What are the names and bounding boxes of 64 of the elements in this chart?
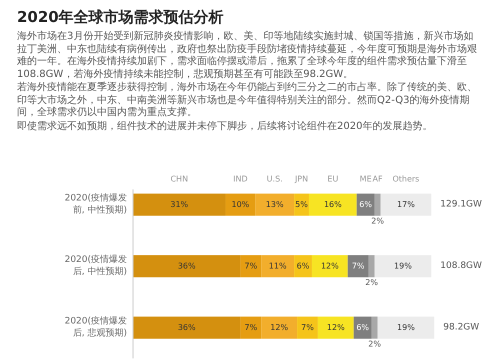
bar [261,255,294,278]
data-label: 19% [394,262,412,271]
bar [297,316,318,339]
bar [372,316,378,339]
data-label: 36% [178,323,196,332]
series-label: Others [392,174,420,184]
y-tick-label: 2020(疫情爆发前, 中性预期) [64,192,128,216]
text: 98.2GW [443,322,480,333]
series-label: JPN [294,174,308,184]
series-label: CHN [170,174,188,184]
bar [378,316,434,339]
text: 108.8GW [440,261,482,272]
y-tick-label: 2020(疫情爆发后, 悲观预期) [64,316,128,339]
bar [240,255,262,278]
bar [225,194,256,216]
data-label: 16% [324,200,342,210]
data-label: 10% [232,200,250,210]
y-tick-label: 2020(疫情爆发后, 中性预期) [64,254,128,278]
bar [240,316,262,339]
bar [368,255,375,278]
text: 海外市场在3月份开始受到新冠肺炎疫情影响，欧、美、印等地陆续实施封城、锁国等措施，新兴市场如拉丁美洲、中东也陆续有病例传出，政府也祭出防疫手段防堵疫情持续蔓延，今年度可预期是海外市场艰难的一年。在海外疫情持续加剧下，需求面临停摆或滞后，拖累了全球今年度的组件需求预估量下滑至108.8GW，若海外疫情持续未能控制，悲观预期甚至有可能跌至98.2GW。 [17,31,478,82]
bar [308,194,357,216]
text: 即使需求远不如预期，组件技术的进展并未停下脚步，后续将讨论组件在2020年的发展趋势。 [17,120,434,134]
series-label: ME [360,174,372,184]
text: 若海外疫情能在夏季逐步获得控制，海外市场在今年仍能占到约三分之二的市占率。除了传统的美、欧、印等大市场之外，中东、中南美洲等新兴市场也是今年值得特别关注的部分。然而Q2-Q3的海外疫情期间，全球需求仍以中国内需为重点支撑。 [17,82,478,120]
data-label: 6% [356,323,370,332]
series-label: U.S. [266,174,283,184]
bar [255,194,294,216]
bar [356,194,375,216]
bar [374,255,432,278]
series-label: AF [372,174,384,184]
data-label: 7% [244,262,258,271]
bar [348,255,369,278]
bar [312,255,348,278]
series-label: IND [233,174,248,184]
text: 129.1GW [440,200,482,210]
bar [294,194,309,216]
bar [133,316,240,339]
data-label: 17% [397,200,416,210]
data-label: 6% [296,262,310,271]
series-label: EU [327,174,338,184]
data-label: 36% [178,262,196,271]
bar [380,194,432,216]
bar [261,316,298,339]
data-label: 7% [244,323,258,332]
chart-title: 2020年全球市场需求预估分析 [17,7,225,28]
data-label: 12% [326,323,346,332]
data-label: 19% [397,323,416,332]
data-label: 6% [359,200,372,210]
data-label: 2% [365,278,378,287]
data-label: 12% [320,262,340,271]
data-label: 2% [368,339,382,348]
bar [374,194,381,216]
data-label: 13% [266,200,284,210]
data-label: 7% [301,323,314,332]
bar [318,316,354,339]
data-label: 11% [268,262,287,271]
data-label: 7% [352,262,365,271]
data-label: 2% [371,216,384,226]
bar [133,194,226,216]
bar [133,255,240,278]
data-label: 31% [170,200,189,210]
data-label: 12% [270,323,288,332]
data-label: 5% [295,200,308,210]
